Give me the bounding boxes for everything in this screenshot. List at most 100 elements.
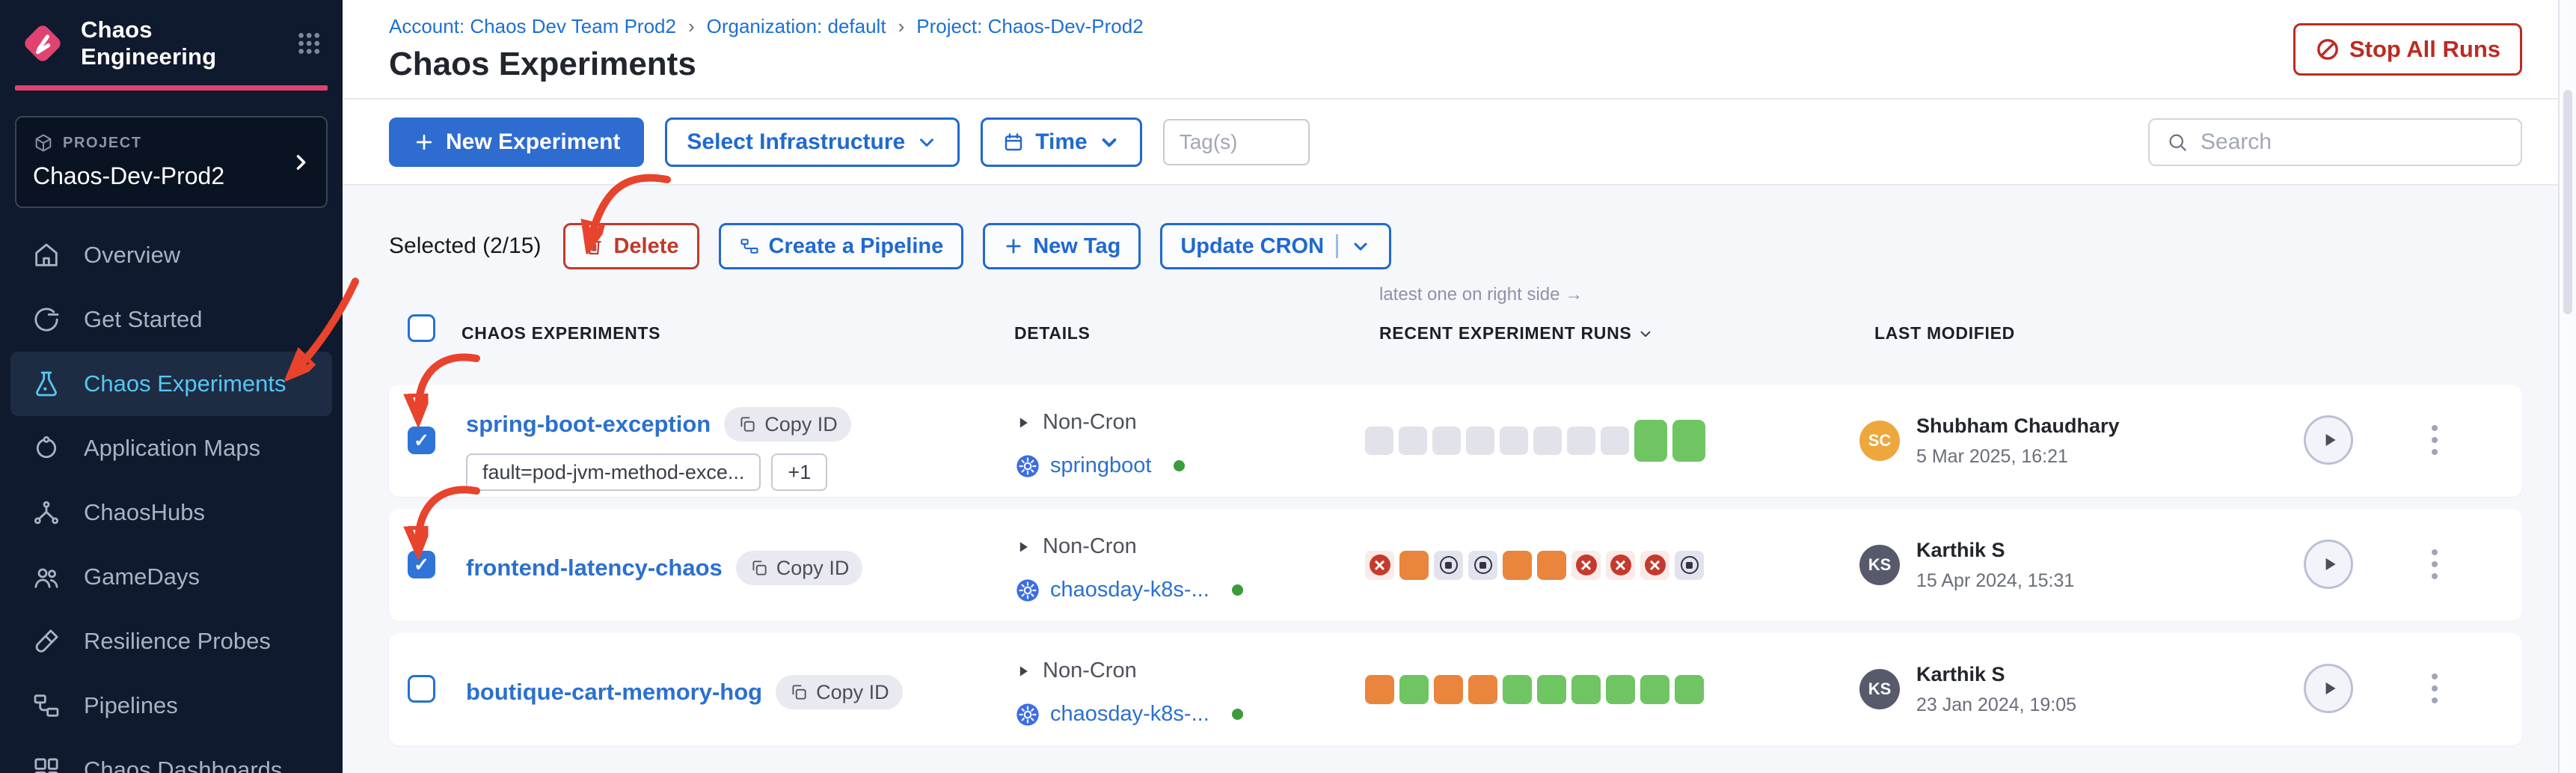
breadcrumb-organization[interactable]: Organization: default bbox=[706, 15, 886, 37]
run-experiment-button[interactable] bbox=[2304, 415, 2353, 465]
sidebar-item-get-started[interactable]: Get Started bbox=[0, 287, 343, 352]
project-name: Chaos-Dev-Prod2 bbox=[33, 162, 225, 189]
column-details: DETAILS bbox=[1014, 323, 1091, 343]
button-divider bbox=[1336, 234, 1339, 258]
sidebar-nav: Overview Get Started Chaos Experiments A… bbox=[0, 223, 343, 773]
delete-button[interactable]: Delete bbox=[563, 223, 699, 269]
run-experiment-button[interactable] bbox=[2304, 540, 2353, 589]
expand-triangle-icon bbox=[1019, 541, 1028, 552]
row-menu-button[interactable] bbox=[2408, 414, 2461, 466]
sidebar-item-gamedays[interactable]: GameDays bbox=[0, 545, 343, 609]
sidebar-item-chaos-experiments[interactable]: Chaos Experiments bbox=[10, 352, 332, 416]
scrollbar-thumb[interactable] bbox=[2563, 90, 2572, 314]
project-label: PROJECT bbox=[63, 134, 142, 151]
sidebar-item-label: Get Started bbox=[84, 306, 203, 332]
content: Selected (2/15) Delete Create a Pipeline… bbox=[343, 223, 2576, 745]
sidebar-item-chaos-dashboards[interactable]: Chaos Dashboards bbox=[0, 738, 343, 773]
modified-by: Karthik S bbox=[1916, 539, 2005, 561]
row-checkbox[interactable] bbox=[408, 427, 435, 454]
update-cron-label: Update CRON bbox=[1180, 233, 1325, 258]
recent-runs[interactable]: × × × × bbox=[1365, 509, 1704, 621]
tag-more-chip[interactable]: +1 bbox=[771, 453, 828, 491]
plus-icon bbox=[416, 134, 432, 150]
time-dropdown[interactable]: Time bbox=[981, 117, 1142, 167]
run-experiment-button[interactable] bbox=[2304, 664, 2353, 713]
copy-icon bbox=[740, 417, 755, 432]
experiment-name-link[interactable]: frontend-latency-chaos bbox=[466, 554, 723, 581]
tag-chip[interactable]: fault=pod-jvm-method-exce... bbox=[466, 453, 761, 491]
infrastructure-link[interactable]: chaosday-k8s-... bbox=[1050, 578, 1209, 602]
infrastructure-link[interactable]: chaosday-k8s-... bbox=[1050, 702, 1209, 726]
recent-runs[interactable] bbox=[1365, 385, 1705, 497]
row-checkbox[interactable] bbox=[408, 551, 435, 578]
selected-count-label: Selected (2/15) bbox=[389, 233, 542, 258]
tags-filter-input[interactable] bbox=[1162, 118, 1310, 165]
experiments-list: spring-boot-exception Copy ID fault=pod-… bbox=[389, 385, 2522, 745]
infrastructure-cell: chaosday-k8s-... bbox=[1016, 702, 1243, 727]
sidebar-item-overview[interactable]: Overview bbox=[0, 223, 343, 287]
select-infrastructure-dropdown[interactable]: Select Infrastructure bbox=[665, 117, 960, 167]
select-infrastructure-label: Select Infrastructure bbox=[687, 129, 906, 154]
row-checkbox[interactable] bbox=[408, 675, 435, 703]
row-menu-button[interactable] bbox=[2408, 538, 2461, 590]
copy-id-button[interactable]: Copy ID bbox=[724, 407, 851, 442]
search-input[interactable] bbox=[2201, 129, 2504, 155]
row-menu-button[interactable] bbox=[2408, 662, 2461, 715]
sidebar-item-resilience-probes[interactable]: Resilience Probes bbox=[0, 609, 343, 673]
select-all-checkbox[interactable] bbox=[408, 314, 435, 342]
copy-id-label: Copy ID bbox=[776, 556, 850, 579]
schedule-cell[interactable]: Non-Cron bbox=[1016, 659, 1137, 683]
search-box[interactable] bbox=[2148, 117, 2522, 166]
schedule-cell[interactable]: Non-Cron bbox=[1016, 410, 1137, 435]
infra-status-dot bbox=[1174, 460, 1186, 471]
target-icon bbox=[36, 436, 57, 459]
column-label: RECENT EXPERIMENT RUNS bbox=[1379, 323, 1632, 343]
sidebar-item-label: Chaos Dashboards bbox=[84, 757, 283, 773]
column-recent-experiment-runs[interactable]: RECENT EXPERIMENT RUNS bbox=[1379, 323, 1654, 343]
modified-by: Shubham Chaudhary bbox=[1916, 415, 2120, 437]
sidebar-item-application-maps[interactable]: Application Maps bbox=[0, 416, 343, 480]
brand-accent-divider bbox=[15, 85, 328, 91]
runs-order-note: latest one on right side → bbox=[1379, 284, 1583, 305]
create-pipeline-label: Create a Pipeline bbox=[768, 233, 944, 258]
sidebar-header: Chaos Engineering bbox=[0, 0, 343, 82]
avatar: SC bbox=[1859, 421, 1900, 461]
project-selector[interactable]: PROJECT Chaos-Dev-Prod2 bbox=[15, 116, 328, 208]
chevron-down-icon bbox=[1354, 242, 1367, 251]
breadcrumb-separator: › bbox=[898, 15, 905, 37]
stop-all-runs-button[interactable]: Stop All Runs bbox=[2293, 22, 2522, 76]
page-title: Chaos Experiments bbox=[389, 46, 696, 82]
schedule-cell[interactable]: Non-Cron bbox=[1016, 534, 1137, 559]
chevron-down-icon bbox=[1102, 138, 1117, 147]
recent-runs[interactable] bbox=[1365, 633, 1704, 745]
breadcrumb-project[interactable]: Project: Chaos-Dev-Prod2 bbox=[916, 15, 1144, 37]
sidebar-item-pipelines[interactable]: Pipelines bbox=[0, 673, 343, 738]
modified-date: 15 Apr 2024, 15:31 bbox=[1916, 570, 2075, 591]
update-cron-dropdown[interactable]: Update CRON bbox=[1160, 223, 1392, 269]
new-experiment-button[interactable]: New Experiment bbox=[389, 117, 645, 167]
schedule-label: Non-Cron bbox=[1043, 410, 1137, 434]
create-pipeline-button[interactable]: Create a Pipeline bbox=[718, 223, 964, 269]
copy-id-button[interactable]: Copy ID bbox=[735, 551, 863, 585]
expand-triangle-icon bbox=[1019, 417, 1028, 428]
cube-icon bbox=[35, 134, 52, 152]
avatar: KS bbox=[1859, 669, 1900, 709]
sidebar-item-label: GameDays bbox=[84, 563, 200, 590]
tags: fault=pod-jvm-method-exce... +1 bbox=[466, 453, 828, 491]
sidebar-item-label: ChaosHubs bbox=[84, 499, 205, 525]
experiment-name-link[interactable]: spring-boot-exception bbox=[466, 411, 711, 437]
scrollbar[interactable] bbox=[2558, 0, 2576, 773]
new-tag-button[interactable]: New Tag bbox=[983, 223, 1141, 269]
breadcrumb-account[interactable]: Account: Chaos Dev Team Prod2 bbox=[389, 15, 676, 37]
copy-id-label: Copy ID bbox=[816, 680, 889, 703]
calendar-icon bbox=[1005, 132, 1022, 150]
main-area: Account: Chaos Dev Team Prod2 › Organiza… bbox=[343, 0, 2576, 773]
sidebar: Chaos Engineering PROJECT Chaos-Dev-Prod… bbox=[0, 0, 343, 773]
infra-status-dot bbox=[1231, 584, 1243, 596]
sidebar-item-chaoshubs[interactable]: ChaosHubs bbox=[0, 480, 343, 545]
infra-status-dot bbox=[1231, 709, 1243, 720]
apps-grid-icon[interactable] bbox=[293, 26, 325, 61]
copy-id-button[interactable]: Copy ID bbox=[776, 675, 903, 709]
infrastructure-link[interactable]: springboot bbox=[1050, 453, 1152, 477]
experiment-name-link[interactable]: boutique-cart-memory-hog bbox=[466, 679, 763, 705]
